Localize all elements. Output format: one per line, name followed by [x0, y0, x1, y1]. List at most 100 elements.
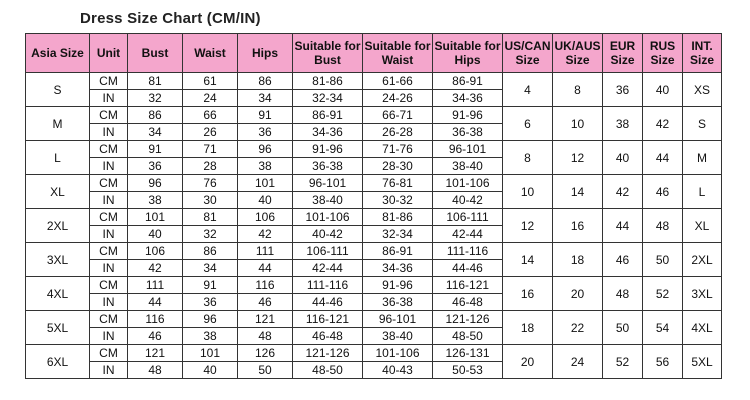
measurement-cell: 46-48 — [432, 293, 503, 311]
table-body: S CM 81 61 86 81-86 61-66 86-91 4 8 36 40 XS IN 32 24 34… — [25, 72, 722, 379]
table-row: XL CM 96 76 101 96-101 76-81 101-106 10 14 42 46 L — [25, 174, 722, 209]
rus-size-cell: 46 — [642, 174, 683, 209]
measurement-cell: 42 — [237, 225, 293, 243]
asia-size-cell: 4XL — [25, 276, 90, 311]
measurement-cell: 91 — [237, 106, 293, 124]
rus-size-cell: 56 — [642, 344, 683, 379]
header-cell: Asia Size — [25, 33, 90, 73]
measurement-cell: 30-32 — [362, 191, 433, 209]
measurement-cell: 116 — [237, 276, 293, 294]
measurement-cell: IN — [89, 123, 128, 141]
measurement-cell: 91-96 — [362, 276, 433, 294]
measurement-cell: 86-91 — [362, 242, 433, 260]
table-row: S CM 81 61 86 81-86 61-66 86-91 4 8 36 40 XS — [25, 72, 722, 107]
measurement-cell: 61 — [182, 72, 238, 90]
us-size-cell: 12 — [502, 208, 553, 243]
measurement-cell: 96 — [127, 174, 183, 192]
measurement-cell: 40-42 — [432, 191, 503, 209]
measurement-cell: 96 — [182, 310, 238, 328]
measurement-cell: 38 — [182, 327, 238, 345]
int-size-cell: L — [682, 174, 722, 209]
rus-size-cell: 52 — [642, 276, 683, 311]
table-row: 4XL CM 111 91 116 111-116 91-96 116-121 16 20 48 52… — [25, 276, 722, 311]
table-row: IN 44 36 46 44-46 36-38 46-48 — [26, 293, 722, 311]
table-row: IN 38 30 40 38-40 30-32 40-42 — [26, 191, 722, 209]
eur-size-cell: 44 — [602, 208, 643, 243]
us-size-cell: 6 — [502, 106, 553, 141]
table-row: IN 46 38 48 46-48 38-40 48-50 — [26, 327, 722, 345]
table-row: IN 48 40 50 48-50 40-43 50-53 — [26, 361, 722, 379]
us-size-cell: 4 — [502, 72, 553, 107]
measurement-cell: 81-86 — [362, 208, 433, 226]
measurement-cell: 116-121 — [292, 310, 363, 328]
measurement-cell: 96-101 — [432, 140, 503, 158]
size-chart: Asia Size Unit Bust Waist Hips Suitable … — [25, 33, 722, 379]
measurement-cell: 121-126 — [432, 310, 503, 328]
header-cell: INT. Size — [682, 33, 722, 73]
int-size-cell: XS — [682, 72, 722, 107]
measurement-cell: 26 — [182, 123, 238, 141]
measurement-cell: 50-53 — [432, 361, 503, 379]
measurement-cell: 76 — [182, 174, 238, 192]
measurement-cell: 121-126 — [292, 344, 363, 362]
int-size-cell: 2XL — [682, 242, 722, 277]
eur-size-cell: 50 — [602, 310, 643, 345]
uk-size-cell: 10 — [552, 106, 603, 141]
measurement-cell: 86-91 — [292, 106, 363, 124]
measurement-cell: 36-38 — [362, 293, 433, 311]
measurement-cell: IN — [89, 191, 128, 209]
header-cell: Suitable for Waist — [362, 33, 433, 73]
measurement-cell: CM — [89, 174, 128, 192]
measurement-cell: CM — [89, 208, 128, 226]
measurement-cell: IN — [89, 89, 128, 107]
us-size-cell: 10 — [502, 174, 553, 209]
eur-size-cell: 36 — [602, 72, 643, 107]
header-cell: EUR Size — [602, 33, 643, 73]
eur-size-cell: 38 — [602, 106, 643, 141]
header-cell: Hips — [237, 33, 293, 73]
measurement-cell: 71-76 — [362, 140, 433, 158]
int-size-cell: 4XL — [682, 310, 722, 345]
uk-size-cell: 24 — [552, 344, 603, 379]
page-title: Dress Size Chart (CM/IN) — [80, 10, 261, 27]
measurement-cell: 24 — [182, 89, 238, 107]
us-size-cell: 8 — [502, 140, 553, 175]
measurement-cell: 106-111 — [432, 208, 503, 226]
uk-size-cell: 22 — [552, 310, 603, 345]
int-size-cell: M — [682, 140, 722, 175]
measurement-cell: 91-96 — [432, 106, 503, 124]
measurement-cell: 34 — [237, 89, 293, 107]
measurement-cell: 34 — [127, 123, 183, 141]
table-row: L CM 91 71 96 91-96 71-76 96-101 8 12 40 44 M — [25, 140, 722, 175]
int-size-cell: S — [682, 106, 722, 141]
measurement-cell: 40-42 — [292, 225, 363, 243]
int-size-cell: 5XL — [682, 344, 722, 379]
measurement-cell: 101 — [237, 174, 293, 192]
measurement-cell: CM — [89, 276, 128, 294]
measurement-cell: 42-44 — [292, 259, 363, 277]
measurement-cell: 106 — [237, 208, 293, 226]
uk-size-cell: 12 — [552, 140, 603, 175]
table-row: M CM 86 66 91 86-91 66-71 91-96 6 10 38 42 S — [25, 106, 722, 141]
measurement-cell: 32 — [182, 225, 238, 243]
measurement-cell: 44-46 — [432, 259, 503, 277]
measurement-cell: 38-40 — [292, 191, 363, 209]
measurement-cell: 66 — [182, 106, 238, 124]
measurement-cell: 106 — [127, 242, 183, 260]
measurement-cell: 91 — [182, 276, 238, 294]
rus-size-cell: 42 — [642, 106, 683, 141]
asia-size-cell: M — [25, 106, 90, 141]
measurement-cell: 81-86 — [292, 72, 363, 90]
measurement-cell: 46 — [237, 293, 293, 311]
table-row: IN 34 26 36 34-36 26-28 36-38 — [26, 123, 722, 141]
header-cell: UK/AUS Size — [552, 33, 603, 73]
measurement-cell: 101 — [127, 208, 183, 226]
int-size-cell: 3XL — [682, 276, 722, 311]
measurement-cell: 66-71 — [362, 106, 433, 124]
measurement-cell: 36 — [127, 157, 183, 175]
us-size-cell: 16 — [502, 276, 553, 311]
rus-size-cell: 44 — [642, 140, 683, 175]
measurement-cell: 50 — [237, 361, 293, 379]
header-row: Asia Size Unit Bust Waist Hips Suitable … — [25, 33, 722, 73]
measurement-cell: 44 — [127, 293, 183, 311]
